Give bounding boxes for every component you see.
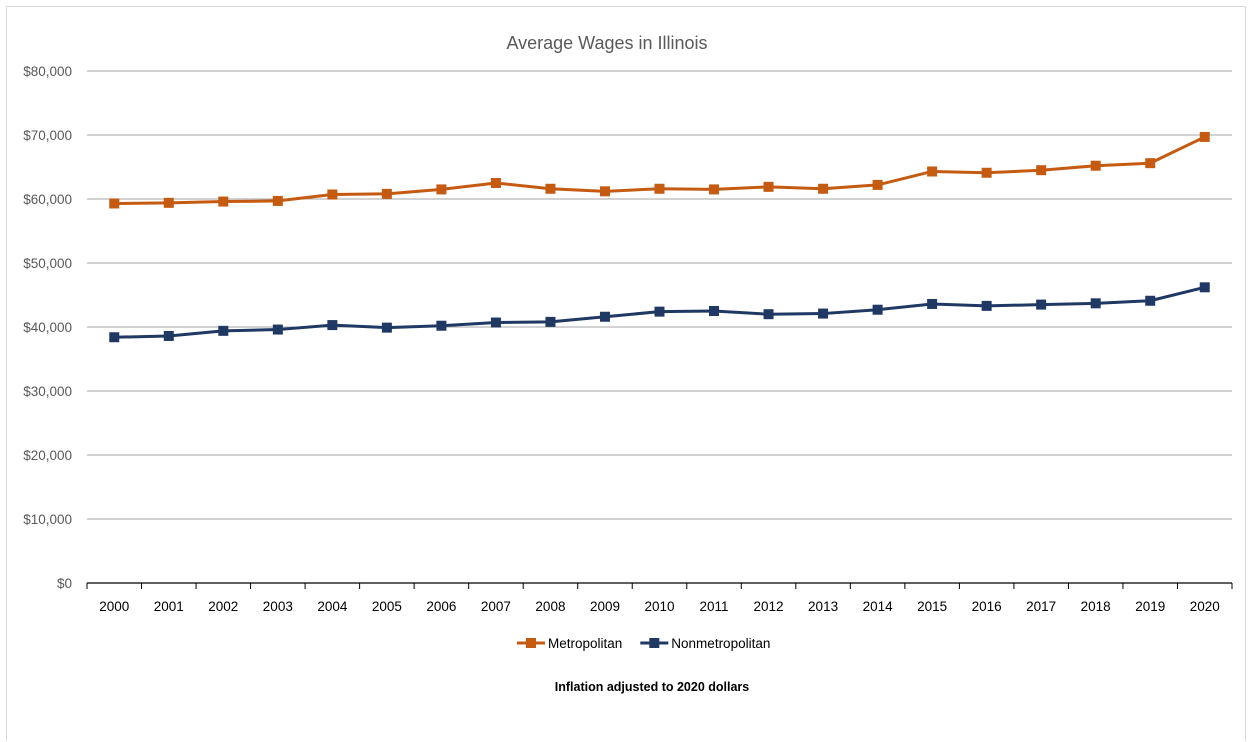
x-tick-label: 2004 [317,599,348,614]
nonmetropolitan-point [1036,299,1047,310]
nonmetropolitan-point [272,324,283,335]
chart-subtitle: Inflation adjusted to 2020 dollars [555,680,750,694]
metropolitan-point [1199,131,1210,142]
nonmetropolitan-point [818,308,829,319]
x-tick-label: 2018 [1081,599,1111,614]
x-tick-label: 2020 [1190,599,1220,614]
metropolitan-point [599,186,610,197]
y-tick-label: $20,000 [23,448,72,463]
metropolitan-point [436,184,447,195]
x-tick-label: 2017 [1026,599,1056,614]
y-tick-label: $30,000 [23,384,72,399]
metropolitan-point [163,197,174,208]
x-tick-label: 2005 [372,599,402,614]
x-tick-label: 2000 [99,599,129,614]
legend-marker [526,638,536,648]
nonmetropolitan-point [1199,282,1210,293]
y-tick-label: $40,000 [23,320,72,335]
x-tick-label: 2013 [808,599,838,614]
x-tick-label: 2010 [644,599,674,614]
x-axis [86,582,1233,589]
nonmetropolitan-point [1145,295,1156,306]
nonmetropolitan-point [763,309,774,320]
nonmetropolitan-point [109,332,120,343]
nonmetropolitan-point [545,316,556,327]
metropolitan-point [490,178,501,188]
nonmetropolitan-point [654,306,665,317]
metropolitan-point [927,166,938,177]
nonmetropolitan-point [981,300,992,311]
nonmetropolitan-point [381,322,392,333]
metropolitan-point [709,184,720,195]
metropolitan-point [1090,160,1101,171]
metropolitan-point [818,183,829,194]
x-tick-label: 2003 [263,599,293,614]
metropolitan-point [327,189,338,200]
y-tick-label: $70,000 [23,128,72,143]
nonmetropolitan-point [1090,298,1101,309]
metropolitan-point [545,183,556,194]
metropolitan-point [1036,165,1047,176]
nonmetropolitan-point [872,304,883,315]
metropolitan-point [109,198,120,209]
x-tick-label: 2002 [208,599,238,614]
x-tick-label: 2012 [754,599,784,614]
x-tick-label: 2001 [154,599,184,614]
metropolitan-point [763,181,774,192]
x-tick-label: 2016 [972,599,1002,614]
legend-item-metropolitan: Metropolitan [517,636,622,651]
y-tick-label: $0 [57,576,72,591]
line-chart: Average Wages in Illinois $0 $10,000 $20,0… [23,33,1233,694]
x-tick-label: 2014 [863,599,894,614]
y-axis-tick-labels: $0 $10,000 $20,000 $30,000 $40,000 $50,000 $60… [23,64,72,591]
metropolitan-point [872,179,883,190]
y-tick-label: $50,000 [23,256,72,271]
nonmetropolitan-point [327,320,338,331]
nonmetropolitan-point [490,317,501,328]
y-tick-label: $60,000 [23,192,72,207]
legend: Metropolitan Nonmetropolitan [517,636,770,651]
series-nonmetropolitan [109,282,1210,343]
nonmetropolitan-point [599,311,610,322]
gridlines [87,70,1232,520]
y-tick-label: $10,000 [23,512,72,527]
y-tick-label: $80,000 [23,64,72,79]
nonmetropolitan-point [927,298,938,309]
nonmetropolitan-point [163,330,174,341]
metropolitan-point [218,196,229,207]
legend-label: Nonmetropolitan [671,636,770,651]
nonmetropolitan-point [709,306,720,316]
chart-frame: Average Wages in Illinois $0 $10,000 $20,0… [6,6,1246,741]
chart-title: Average Wages in Illinois [506,33,707,53]
series-lines [109,131,1210,343]
nonmetropolitan-point [436,320,447,331]
legend-label: Metropolitan [548,636,622,651]
x-tick-label: 2009 [590,599,620,614]
legend-item-nonmetropolitan: Nonmetropolitan [640,636,770,651]
metropolitan-point [981,167,992,178]
x-tick-label: 2011 [700,599,729,614]
metropolitan-point [381,188,392,199]
series-metropolitan [109,131,1210,209]
x-tick-label: 2019 [1135,599,1165,614]
nonmetropolitan-point [218,325,229,336]
legend-marker [649,638,660,648]
metropolitan-point [654,183,665,194]
x-axis-tick-labels: 2000 2001 2002 2003 2004 2005 2006 2007 2008 2009… [99,599,1220,614]
metropolitan-point [1145,158,1156,169]
metropolitan-point [272,195,283,206]
x-tick-label: 2015 [917,599,947,614]
x-tick-label: 2006 [426,599,456,614]
x-tick-label: 2008 [535,599,565,614]
x-tick-label: 2007 [481,599,511,614]
